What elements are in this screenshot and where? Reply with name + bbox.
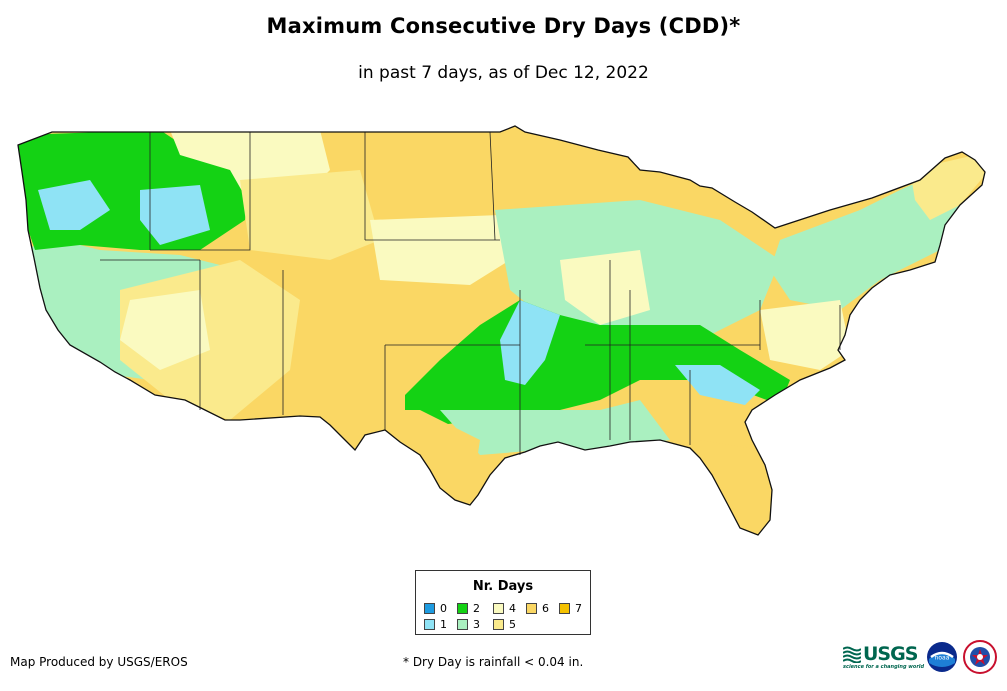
- noaa-logo-icon: noaa: [927, 642, 957, 672]
- legend-label-3: 3: [473, 618, 480, 631]
- dry-day-footnote: * Dry Day is rainfall < 0.04 in.: [403, 655, 584, 669]
- legend-swatch-5: [493, 619, 504, 630]
- legend-item-4: 4: [493, 603, 516, 615]
- map-credit: Map Produced by USGS/EROS: [10, 655, 188, 669]
- legend-item-2: 2: [457, 603, 480, 615]
- legend-label-7: 7: [575, 602, 582, 615]
- legend-label-1: 1: [440, 618, 447, 631]
- legend-item-5: 5: [493, 619, 516, 631]
- usgs-logo: USGS science for a changing world: [843, 643, 924, 671]
- legend-item-6: 6: [526, 603, 549, 615]
- usgs-tagline: science for a changing world: [843, 664, 925, 670]
- conus-cdd-map: [17, 125, 986, 536]
- legend-swatch-2: [457, 603, 468, 614]
- legend-swatch-3: [457, 619, 468, 630]
- legend-label-6: 6: [542, 602, 549, 615]
- legend-label-4: 4: [509, 602, 516, 615]
- legend-swatch-7: [559, 603, 570, 614]
- legend-swatch-4: [493, 603, 504, 614]
- legend-label-2: 2: [473, 602, 480, 615]
- usgs-waves-icon: [843, 646, 861, 663]
- legend-box: Nr. Days 0 1 2 3 4 5 6 7: [415, 570, 591, 635]
- legend-item-1: 1: [424, 619, 447, 631]
- legend-label-0: 0: [440, 602, 447, 615]
- legend-title: Nr. Days: [472, 579, 534, 594]
- usgs-wordmark: USGS: [863, 643, 918, 665]
- svg-text:noaa: noaa: [935, 655, 950, 662]
- cdd-fill-layer: [18, 126, 985, 535]
- legend-label-5: 5: [509, 618, 516, 631]
- map-subtitle: in past 7 days, as of Dec 12, 2022: [358, 63, 649, 83]
- legend-swatch-6: [526, 603, 537, 614]
- map-title: Maximum Consecutive Dry Days (CDD)*: [266, 14, 741, 38]
- legend-swatch-1: [424, 619, 435, 630]
- state-boundaries: [100, 131, 841, 455]
- legend-item-0: 0: [424, 603, 447, 615]
- legend-item-7: 7: [559, 603, 582, 615]
- legend-swatch-0: [424, 603, 435, 614]
- nws-logo-icon: [963, 640, 997, 674]
- legend-item-3: 3: [457, 619, 480, 631]
